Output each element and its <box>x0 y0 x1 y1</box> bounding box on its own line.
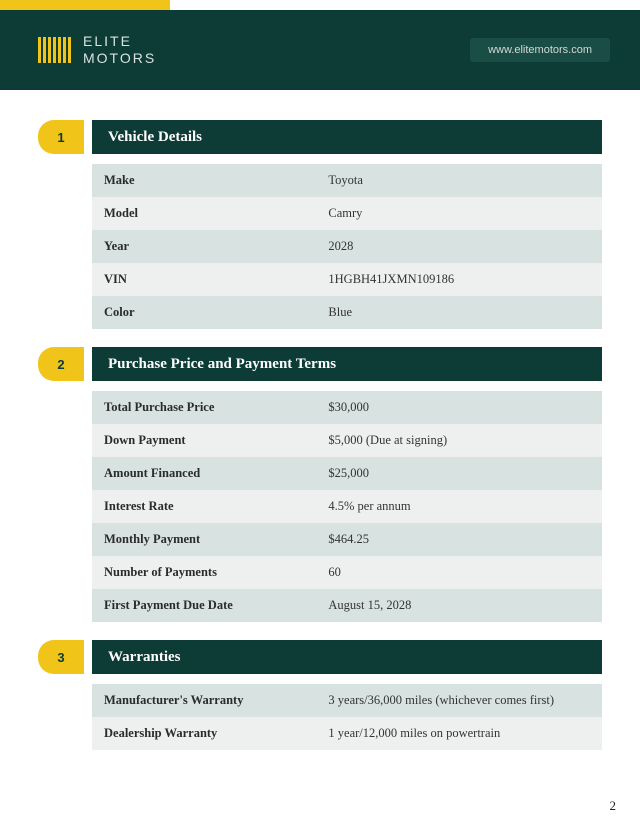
row-value: $25,000 <box>316 457 602 490</box>
row-label: Amount Financed <box>92 457 316 490</box>
table-row: Dealership Warranty1 year/12,000 miles o… <box>92 717 602 750</box>
data-table: MakeToyotaModelCamryYear2028VIN1HGBH41JX… <box>92 164 602 329</box>
row-label: First Payment Due Date <box>92 589 316 622</box>
section-gap <box>84 120 92 154</box>
row-value: 4.5% per annum <box>316 490 602 523</box>
table-row: Down Payment$5,000 (Due at signing) <box>92 424 602 457</box>
section-number: 1 <box>38 120 84 154</box>
row-label: Make <box>92 164 316 197</box>
section-gap <box>84 640 92 674</box>
row-label: Down Payment <box>92 424 316 457</box>
table-row: VIN1HGBH41JXMN109186 <box>92 263 602 296</box>
row-value: $30,000 <box>316 391 602 424</box>
table-row: ColorBlue <box>92 296 602 329</box>
table-row: Year2028 <box>92 230 602 263</box>
section-title: Purchase Price and Payment Terms <box>92 347 602 381</box>
table-row: Monthly Payment$464.25 <box>92 523 602 556</box>
section: 3Warranties Manufacturer's Warranty3 year… <box>38 640 602 750</box>
section-number: 2 <box>38 347 84 381</box>
row-label: Dealership Warranty <box>92 717 316 750</box>
row-value: 1HGBH41JXMN109186 <box>316 263 602 296</box>
content-area: 1Vehicle Details MakeToyotaModelCamryYear… <box>0 90 640 750</box>
section: 2Purchase Price and Payment Terms Total P… <box>38 347 602 622</box>
row-label: Monthly Payment <box>92 523 316 556</box>
table-row: Amount Financed$25,000 <box>92 457 602 490</box>
section-number: 3 <box>38 640 84 674</box>
section-header: 1Vehicle Details <box>38 120 602 154</box>
row-value: Blue <box>316 296 602 329</box>
row-label: VIN <box>92 263 316 296</box>
row-label: Model <box>92 197 316 230</box>
row-value: 2028 <box>316 230 602 263</box>
section-header: 2Purchase Price and Payment Terms <box>38 347 602 381</box>
table-row: Total Purchase Price$30,000 <box>92 391 602 424</box>
row-value: 1 year/12,000 miles on powertrain <box>316 717 602 750</box>
table-row: Interest Rate4.5% per annum <box>92 490 602 523</box>
brand-line2: MOTORS <box>83 50 156 68</box>
section-title: Warranties <box>92 640 602 674</box>
brand-name: ELITE MOTORS <box>83 33 156 68</box>
section: 1Vehicle Details MakeToyotaModelCamryYear… <box>38 120 602 329</box>
row-value: Camry <box>316 197 602 230</box>
row-label: Manufacturer's Warranty <box>92 684 316 717</box>
row-label: Year <box>92 230 316 263</box>
section-gap <box>84 347 92 381</box>
page-number: 2 <box>610 798 617 814</box>
row-value: 3 years/36,000 miles (whichever comes fi… <box>316 684 602 717</box>
row-value: 60 <box>316 556 602 589</box>
table-row: Manufacturer's Warranty3 years/36,000 mi… <box>92 684 602 717</box>
row-value: Toyota <box>316 164 602 197</box>
brand-line1: ELITE <box>83 33 156 51</box>
section-title: Vehicle Details <box>92 120 602 154</box>
row-value: $5,000 (Due at signing) <box>316 424 602 457</box>
row-label: Total Purchase Price <box>92 391 316 424</box>
table-row: First Payment Due DateAugust 15, 2028 <box>92 589 602 622</box>
table-row: Number of Payments60 <box>92 556 602 589</box>
logo-block: ELITE MOTORS <box>38 33 156 68</box>
row-label: Number of Payments <box>92 556 316 589</box>
row-label: Color <box>92 296 316 329</box>
table-row: ModelCamry <box>92 197 602 230</box>
top-accent-bar <box>0 0 170 10</box>
header: ELITE MOTORS www.elitemotors.com <box>0 10 640 90</box>
section-header: 3Warranties <box>38 640 602 674</box>
logo-bars-icon <box>38 37 71 63</box>
table-row: MakeToyota <box>92 164 602 197</box>
row-label: Interest Rate <box>92 490 316 523</box>
row-value: August 15, 2028 <box>316 589 602 622</box>
row-value: $464.25 <box>316 523 602 556</box>
data-table: Manufacturer's Warranty3 years/36,000 mi… <box>92 684 602 750</box>
data-table: Total Purchase Price$30,000Down Payment$… <box>92 391 602 622</box>
website-url: www.elitemotors.com <box>470 38 610 62</box>
